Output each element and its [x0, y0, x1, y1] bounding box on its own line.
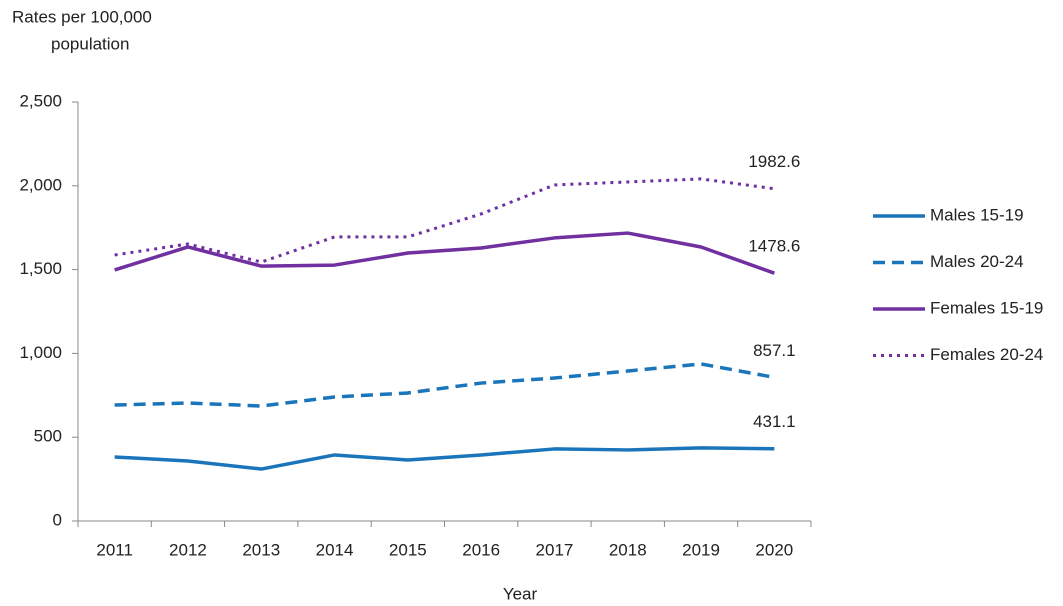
series-line — [114, 362, 775, 408]
x-tick-label: 2019 — [682, 540, 720, 559]
x-tick-label: 2017 — [536, 540, 574, 559]
legend-label: Males 20-24 — [930, 252, 1024, 271]
y-tick-label: 1,000 — [19, 343, 62, 362]
x-tick-label: 2014 — [316, 540, 354, 559]
legend-label: Females 15-19 — [930, 298, 1043, 317]
data-label: 1982.6 — [748, 152, 800, 171]
legend-label: Males 15-19 — [930, 205, 1024, 224]
y-tick-label: 1,500 — [19, 259, 62, 278]
series-line — [114, 446, 775, 471]
legend-label: Females 20-24 — [930, 345, 1043, 364]
y-tick-label: 2,000 — [19, 175, 62, 194]
series-line — [114, 177, 775, 264]
x-tick-label: 2013 — [242, 540, 280, 559]
y-tick-label: 0 — [53, 510, 62, 529]
y-axis-label: Rates per 100,000 — [12, 7, 152, 26]
x-axis-label: Year — [503, 584, 538, 603]
data-label: 1478.6 — [748, 237, 800, 256]
x-tick-label: 2011 — [96, 540, 133, 559]
y-tick-label: 2,500 — [19, 91, 62, 110]
x-tick-label: 2012 — [169, 540, 207, 559]
series-line — [114, 231, 775, 275]
x-tick-label: 2020 — [755, 540, 793, 559]
data-label: 431.1 — [753, 412, 796, 431]
x-tick-label: 2016 — [462, 540, 500, 559]
x-tick-label: 2018 — [609, 540, 647, 559]
y-axis-label: population — [51, 34, 129, 53]
y-tick-label: 500 — [34, 427, 62, 446]
data-label: 857.1 — [753, 341, 796, 360]
x-tick-label: 2015 — [389, 540, 427, 559]
